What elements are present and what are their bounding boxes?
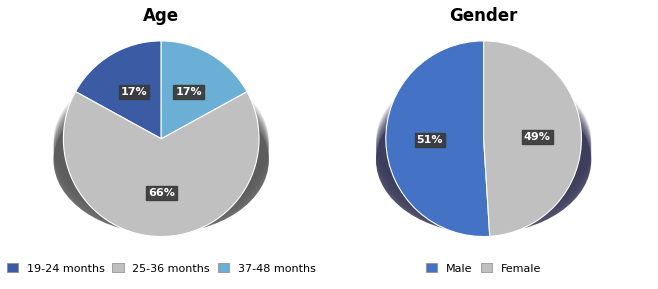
Wedge shape (161, 41, 247, 139)
Text: 17%: 17% (120, 87, 147, 97)
Ellipse shape (376, 74, 592, 221)
Wedge shape (484, 41, 582, 236)
Ellipse shape (376, 73, 592, 219)
Text: Age: Age (143, 8, 179, 25)
Legend: 19-24 months, 25-36 months, 37-48 months: 19-24 months, 25-36 months, 37-48 months (2, 259, 320, 278)
Ellipse shape (376, 87, 592, 234)
Text: 66%: 66% (148, 188, 174, 197)
Ellipse shape (53, 80, 269, 226)
Ellipse shape (376, 87, 592, 234)
Legend: Male, Female: Male, Female (422, 259, 545, 278)
Ellipse shape (376, 76, 592, 223)
Ellipse shape (376, 78, 592, 225)
Ellipse shape (53, 67, 269, 214)
Wedge shape (63, 92, 259, 236)
Ellipse shape (53, 87, 269, 234)
Text: 49%: 49% (524, 132, 551, 142)
Ellipse shape (53, 83, 269, 230)
Ellipse shape (376, 80, 592, 226)
Ellipse shape (376, 85, 592, 232)
Text: 17%: 17% (175, 87, 202, 97)
Ellipse shape (53, 81, 269, 228)
Ellipse shape (53, 74, 269, 221)
Ellipse shape (53, 71, 269, 217)
Wedge shape (76, 41, 161, 139)
Ellipse shape (376, 81, 592, 228)
Text: Gender: Gender (449, 8, 518, 25)
Ellipse shape (53, 87, 269, 234)
Ellipse shape (53, 85, 269, 232)
Text: 51%: 51% (417, 136, 443, 145)
Wedge shape (386, 41, 490, 236)
Ellipse shape (53, 69, 269, 216)
Ellipse shape (53, 78, 269, 225)
Ellipse shape (376, 67, 592, 214)
Ellipse shape (53, 76, 269, 223)
Ellipse shape (53, 73, 269, 219)
Ellipse shape (376, 83, 592, 230)
Ellipse shape (376, 71, 592, 217)
Ellipse shape (376, 69, 592, 216)
